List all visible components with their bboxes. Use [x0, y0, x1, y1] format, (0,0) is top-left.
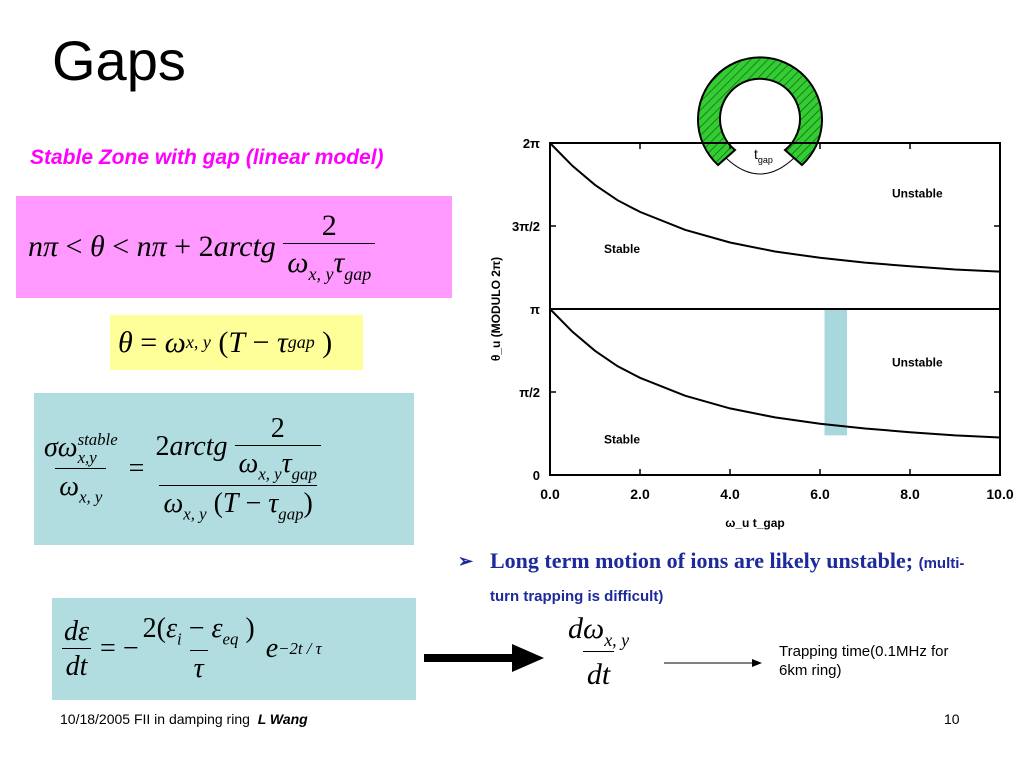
bullet-main-text: Long term motion of ions are likely unst…: [490, 548, 914, 573]
emittance-growth-equation: dε dt = − 2(εi − εeq ) τ e −2t / τ: [52, 598, 416, 700]
footer-author: L Wang: [257, 711, 308, 727]
x-tick-label: 10.0: [986, 486, 1013, 502]
y-tick-label: π/2: [519, 385, 540, 400]
y-axis-label: θ_u (MODULO 2π): [489, 257, 503, 361]
region-label: Unstable: [892, 356, 943, 370]
x-tick-label: 0.0: [540, 486, 560, 502]
stable-zone-label: Stable Zone with gap (linear model): [30, 146, 384, 169]
right-arrow-icon: [424, 644, 544, 672]
ring-body: [697, 56, 823, 167]
series-line-2: [549, 308, 1001, 439]
y-tick-label: 2π: [523, 136, 540, 151]
x-tick-label: 8.0: [900, 486, 920, 502]
x-tick-label: 4.0: [720, 486, 740, 502]
trapping-time-note: Trapping time(0.1MHz for 6km ring): [779, 643, 949, 679]
x-axis-label: ω_u t_gap: [725, 516, 784, 530]
stable-frequency-ratio-equation: σω stable x,y ωx, y = 2arctg 2 ωx, yτgap ωx…: [34, 393, 414, 545]
phase-advance-equation: θ = ω x, y (T − τ gap ): [110, 315, 363, 370]
footer-date-text: 10/18/2005 FII in damping ring: [60, 711, 250, 727]
ring-gap-arc: [725, 157, 795, 175]
series-line-1: [549, 142, 1001, 273]
region-label: Unstable: [892, 187, 943, 201]
bullet-arrow-icon: ➢: [458, 551, 474, 571]
x-tick-label: 2.0: [630, 486, 650, 502]
page-number: 10: [944, 711, 960, 727]
frequency-derivative-equation: dωx, y dt: [568, 612, 630, 692]
thin-right-arrow-icon: [664, 659, 762, 667]
region-label: Stable: [604, 242, 640, 256]
x-tick-label: 6.0: [810, 486, 830, 502]
y-tick-label: π: [530, 302, 540, 317]
highlight-band: [824, 309, 847, 436]
slide-title: Gaps: [52, 29, 186, 92]
ring-gap-label: tgap: [754, 146, 773, 165]
footer-text: 10/18/2005 FII in damping ring L Wang: [60, 711, 308, 727]
ring-gap-diagram: T tgap: [697, 56, 823, 175]
region-label: Stable: [604, 432, 640, 446]
y-tick-label: 0: [533, 468, 540, 483]
y-tick-label: 3π/2: [512, 219, 540, 234]
conclusion-bullet: ➢ Long term motion of ions are likely un…: [458, 546, 978, 612]
bullet-note-text: (multi-turn trapping is difficult): [490, 555, 965, 605]
stability-chart: 0.0 2.0 4.0 6.0 8.0 10.0 0 π/2 π 3π/2 2π Unstable St…: [489, 136, 1014, 530]
